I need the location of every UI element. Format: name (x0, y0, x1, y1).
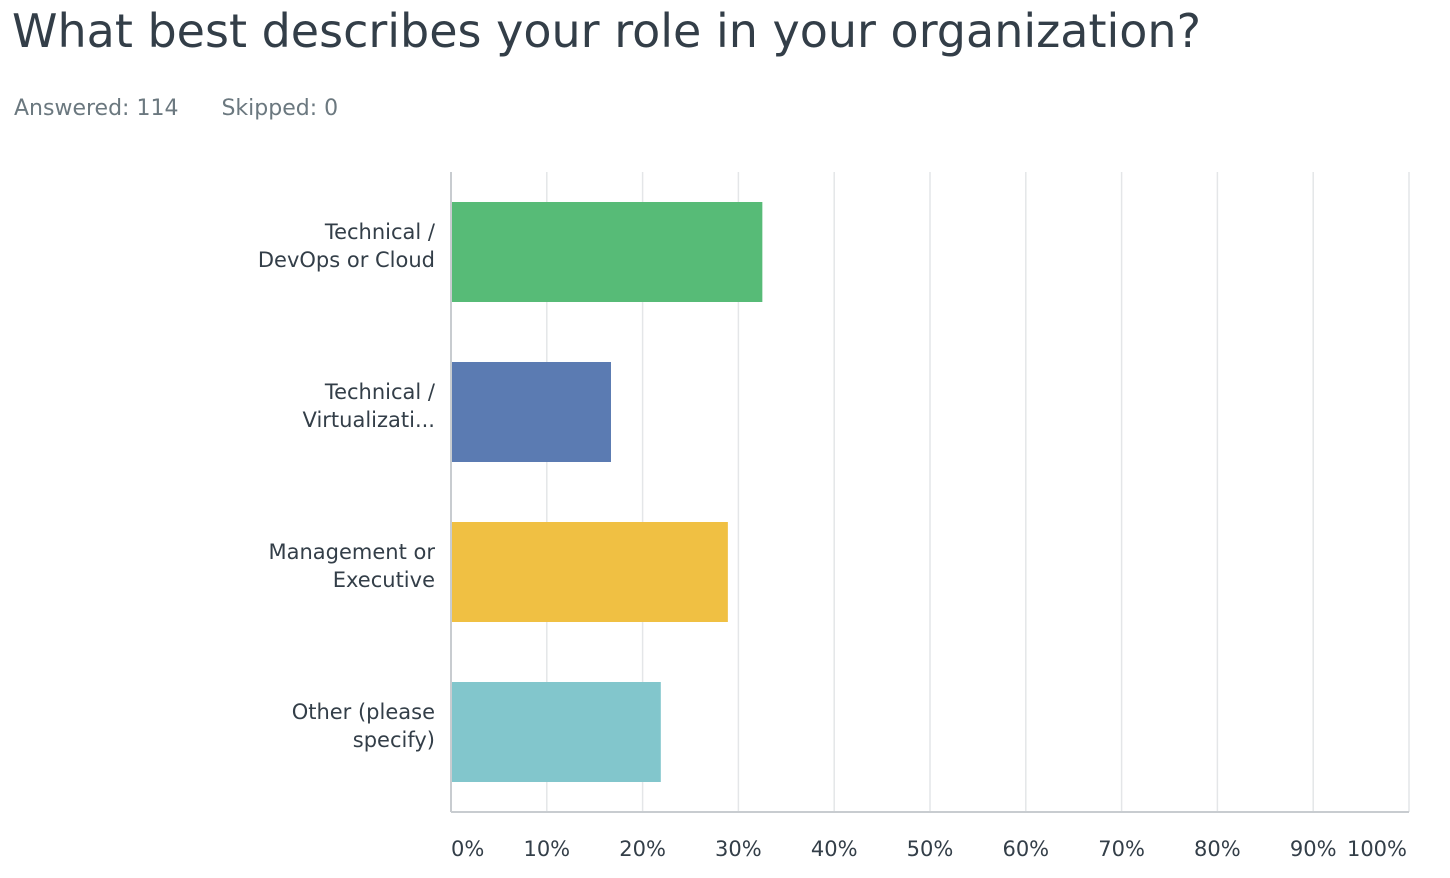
x-tick-label-70: 70% (1098, 837, 1145, 861)
question-title: What best describes your role in your or… (12, 4, 1201, 58)
bar-3 (452, 682, 661, 782)
x-tick-label-50: 50% (907, 837, 954, 861)
bar-0 (452, 202, 763, 302)
x-tick-label-60: 60% (1002, 837, 1049, 861)
response-stats: Answered: 114 Skipped: 0 (14, 96, 338, 121)
bar-1 (452, 362, 611, 462)
x-tick-label-10: 10% (523, 837, 570, 861)
x-tick-label-30: 30% (715, 837, 762, 861)
x-tick-label-80: 80% (1194, 837, 1241, 861)
category-label-0: Technical / DevOps or Cloud (258, 220, 436, 272)
skipped-count: Skipped: 0 (221, 96, 339, 121)
x-tick-label-40: 40% (811, 837, 858, 861)
bar-2 (452, 522, 728, 622)
category-label-2: Management or Executive (269, 540, 436, 592)
x-tick-label-0: 0% (451, 837, 484, 861)
x-tick-label-20: 20% (619, 837, 666, 861)
category-label-3: Other (please specify) (292, 700, 435, 752)
answered-count: Answered: 114 (14, 96, 179, 121)
category-label-1: Technical / Virtualizati... (303, 380, 436, 432)
x-tick-label-100: 100% (1347, 837, 1407, 861)
x-tick-label-90: 90% (1290, 837, 1337, 861)
